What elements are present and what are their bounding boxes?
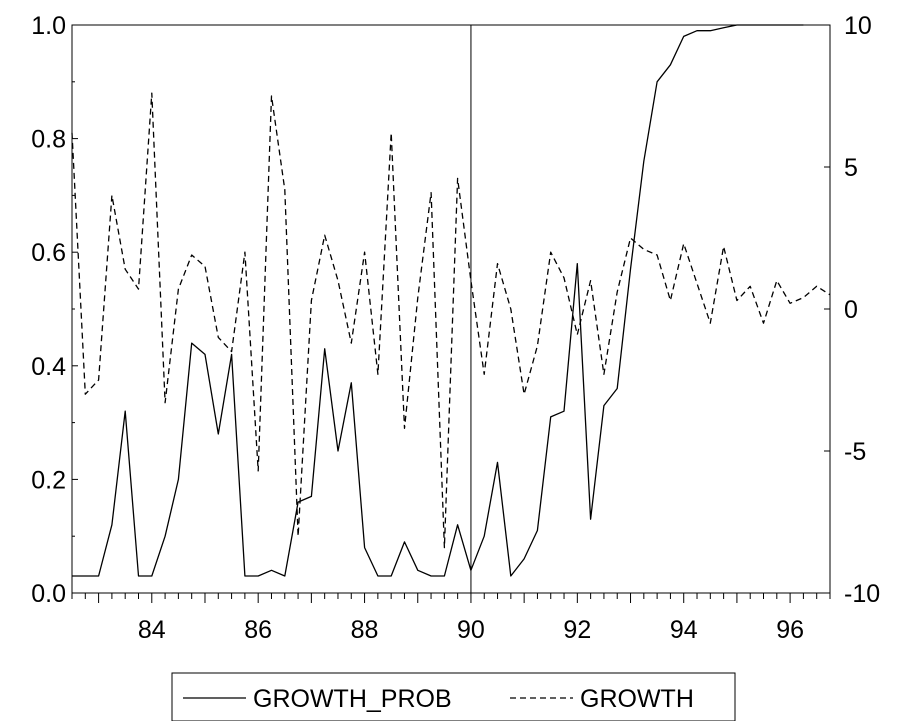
y-axis-left: 0.0 0.2 0.4 0.6 0.8 1.0	[31, 12, 78, 608]
y-left-tick-label: 1.0	[31, 12, 66, 40]
y-left-tick-label: 0.6	[31, 239, 66, 267]
legend-label: GROWTH_PROB	[253, 685, 452, 713]
y-axis-right: -10 -5 0 5 10	[824, 12, 880, 608]
y-right-tick-label: 0	[844, 296, 858, 324]
series-line-growth-prob	[72, 24, 804, 577]
y-right-tick-label: 10	[844, 12, 872, 40]
y-left-tick-label: 0.2	[31, 466, 66, 494]
x-tick-label: 94	[670, 616, 698, 644]
y-right-tick-label: -10	[844, 580, 880, 608]
y-right-tick-label: 5	[844, 154, 858, 182]
series-line-growth	[71, 92, 831, 549]
x-tick-label: 90	[457, 616, 485, 644]
legend-label: GROWTH	[580, 685, 694, 713]
x-tick-label: 96	[776, 616, 804, 644]
x-axis: 84 86 88 90 92 94 96	[71, 593, 831, 644]
series-layer	[71, 24, 831, 593]
y-left-tick-label: 0.0	[31, 580, 66, 608]
x-tick-label: 92	[563, 616, 591, 644]
plot-frame	[71, 24, 831, 594]
legend-box	[171, 672, 736, 721]
x-tick-label: 88	[351, 616, 379, 644]
y-left-tick-label: 0.4	[31, 353, 66, 381]
x-tick-label: 86	[244, 616, 272, 644]
legend: GROWTH_PROB GROWTH	[171, 672, 736, 721]
x-tick-label: 84	[138, 616, 166, 644]
y-right-tick-label: -5	[844, 438, 866, 466]
y-left-tick-label: 0.8	[31, 126, 66, 154]
